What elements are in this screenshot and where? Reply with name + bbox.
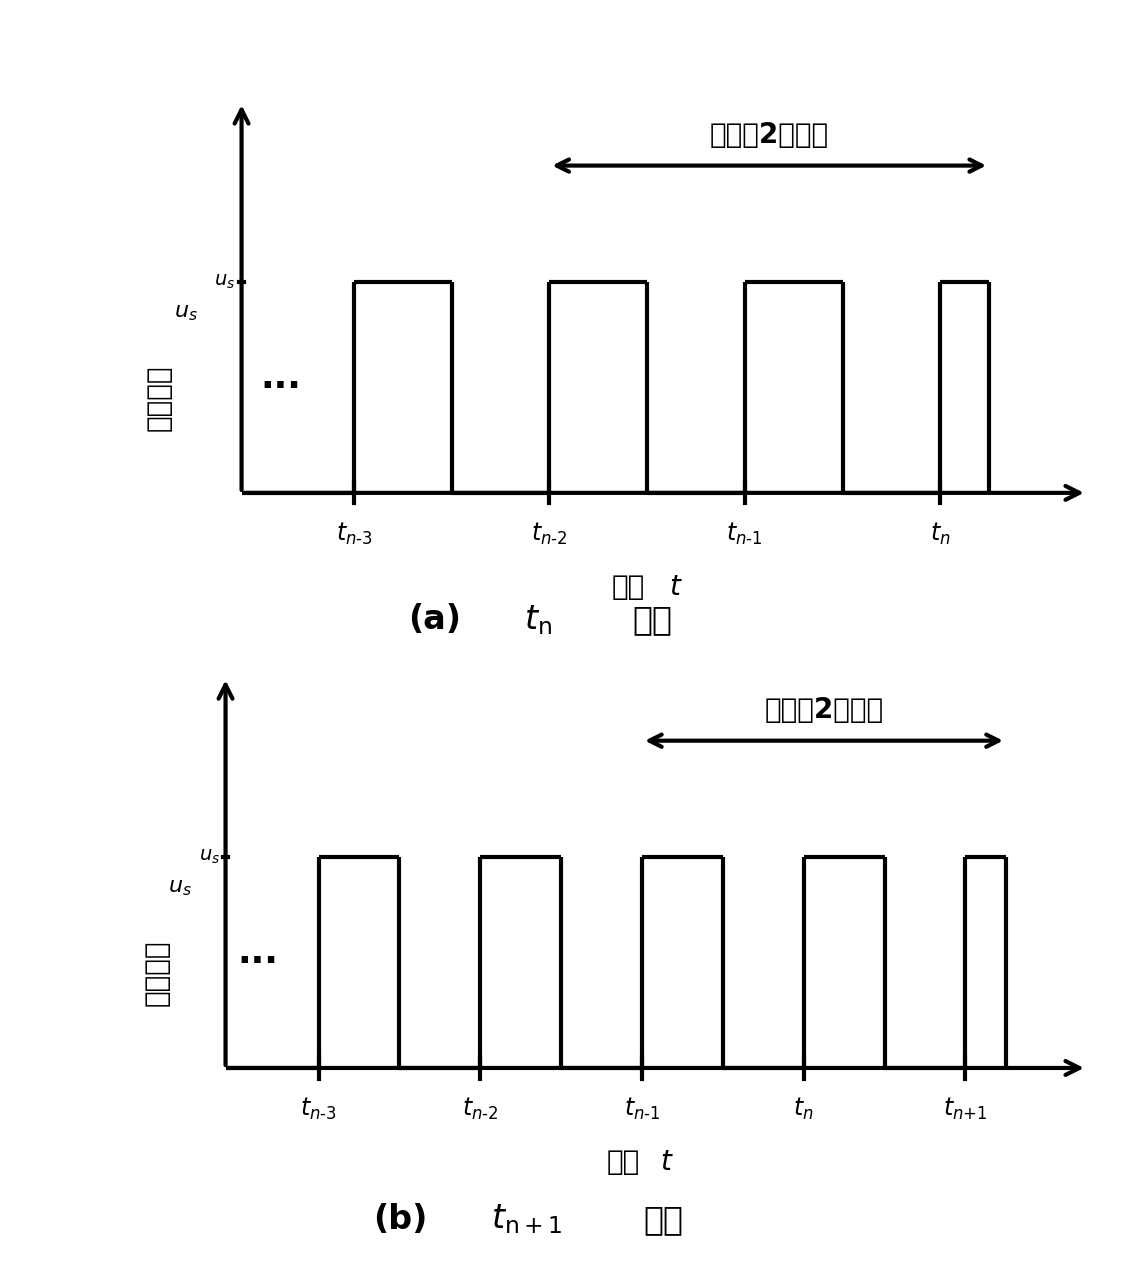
Text: $t_{\mathrm{n+1}}$: $t_{\mathrm{n+1}}$ [491, 1203, 562, 1236]
Text: 最新的2个方波: 最新的2个方波 [764, 695, 883, 723]
Text: 时刻: 时刻 [633, 603, 672, 636]
Text: $t_{n\text{-}1}$: $t_{n\text{-}1}$ [726, 520, 763, 547]
Text: 时间: 时间 [611, 573, 644, 601]
Text: $t_{n\text{-}2}$: $t_{n\text{-}2}$ [531, 520, 567, 547]
Text: ···: ··· [238, 946, 278, 979]
Text: 时刻: 时刻 [644, 1203, 683, 1236]
Text: $t_{n\text{-}2}$: $t_{n\text{-}2}$ [462, 1095, 499, 1122]
Text: (b): (b) [373, 1203, 428, 1236]
Text: $t_{n\text{-}3}$: $t_{n\text{-}3}$ [335, 520, 372, 547]
Text: $u_s$: $u_s$ [174, 303, 198, 323]
Text: 最新的2个方波: 最新的2个方波 [709, 120, 828, 148]
Text: 时间: 时间 [606, 1148, 639, 1176]
Text: $t_{n\text{-}1}$: $t_{n\text{-}1}$ [623, 1095, 660, 1122]
Text: $u_s$: $u_s$ [199, 847, 220, 866]
Text: $u_s$: $u_s$ [167, 878, 191, 898]
Text: 被测信号: 被测信号 [144, 364, 173, 431]
Text: $t_{n\text{+}1}$: $t_{n\text{+}1}$ [944, 1095, 987, 1122]
Text: $t$: $t$ [669, 573, 683, 601]
Text: $t_{n}$: $t_{n}$ [930, 520, 951, 547]
Text: $u_s$: $u_s$ [214, 272, 235, 291]
Text: $t_{n\text{-}3}$: $t_{n\text{-}3}$ [300, 1095, 337, 1122]
Text: (a): (a) [408, 603, 461, 636]
Text: 被测信号: 被测信号 [143, 939, 170, 1006]
Text: $t$: $t$ [660, 1148, 674, 1176]
Text: ···: ··· [260, 371, 301, 404]
Text: $t_{n}$: $t_{n}$ [794, 1095, 815, 1122]
Text: $t_{\mathrm{n}}$: $t_{\mathrm{n}}$ [524, 603, 551, 636]
